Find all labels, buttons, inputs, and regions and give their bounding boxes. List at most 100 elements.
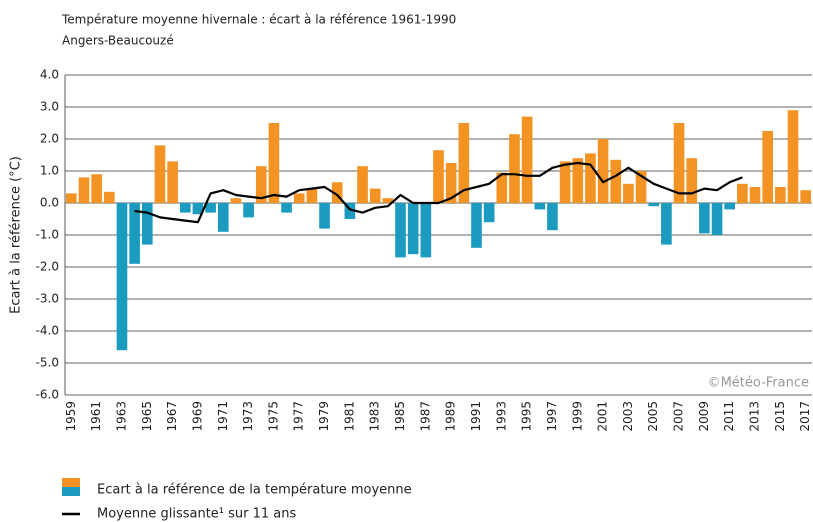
x-tick-label: 1981 (342, 401, 356, 432)
bar (496, 172, 508, 203)
bar (661, 203, 672, 245)
bar (648, 203, 660, 207)
x-tick-label: 1975 (266, 401, 280, 432)
bar (395, 203, 406, 258)
x-tick-label: 1963 (114, 401, 128, 432)
x-tick-label: 2003 (621, 401, 635, 432)
y-tick-label: -5.0 (36, 356, 59, 370)
bar (243, 203, 254, 218)
y-tick-label: -1.0 (36, 228, 59, 242)
bar (509, 134, 520, 203)
bar (572, 158, 584, 203)
x-tick-label: 1959 (64, 401, 78, 432)
bar (103, 191, 115, 203)
bar (673, 123, 685, 203)
bar (344, 203, 356, 219)
bar (306, 188, 318, 203)
x-tick-label: 2005 (646, 401, 660, 432)
bar (331, 182, 343, 203)
legend-label: Ecart à la référence de la température m… (97, 483, 412, 498)
bar (775, 187, 786, 203)
y-tick-label: -6.0 (36, 388, 59, 402)
bar (129, 203, 140, 264)
bar (179, 203, 191, 213)
bar (800, 190, 811, 203)
x-tick-label: 1965 (140, 401, 154, 432)
bar (407, 203, 419, 255)
bar (787, 110, 799, 203)
bar (433, 150, 444, 203)
legend-label: Moyenne glissante¹ sur 11 ans (97, 507, 297, 522)
x-tick-label: 1989 (444, 401, 458, 432)
bar (369, 188, 381, 203)
x-tick-label: 1991 (469, 401, 483, 432)
y-tick-label: -3.0 (36, 292, 59, 306)
x-tick-label: 2015 (773, 401, 787, 432)
bar (737, 183, 748, 203)
bar (167, 161, 178, 203)
y-tick-label: 2.0 (40, 132, 59, 146)
bar (154, 145, 166, 203)
y-tick-label: -4.0 (36, 324, 59, 338)
bar (749, 187, 761, 203)
bar (91, 174, 102, 203)
y-tick-label: 4.0 (40, 68, 59, 82)
bar (382, 198, 394, 203)
x-tick-label: 2007 (672, 401, 686, 432)
bar (293, 193, 305, 203)
x-tick-label: 1985 (393, 401, 407, 432)
chart-subtitle: Angers-Beaucouzé (62, 34, 174, 48)
bar (623, 183, 634, 203)
bar (559, 161, 571, 203)
copyright: ©Météo-France (708, 376, 809, 391)
bar (724, 203, 736, 210)
bar (699, 203, 710, 234)
x-tick-label: 1971 (216, 401, 230, 432)
legend-swatch (62, 487, 80, 496)
bar (610, 159, 622, 203)
x-tick-label: 1967 (165, 401, 179, 432)
bar (547, 203, 558, 231)
x-tick-label: 1993 (494, 401, 508, 432)
x-tick-label: 1999 (570, 401, 584, 432)
x-tick-label: 2001 (596, 401, 610, 432)
bar (268, 123, 280, 203)
bar (205, 203, 216, 213)
bar (319, 203, 330, 229)
bar (230, 198, 242, 203)
x-tick-label: 2013 (748, 401, 762, 432)
y-tick-label: -2.0 (36, 260, 59, 274)
bar (192, 203, 204, 215)
x-tick-label: 2017 (798, 401, 812, 432)
bar (597, 139, 609, 203)
bar (217, 203, 229, 232)
x-tick-label: 1977 (292, 401, 306, 432)
y-tick-label: 1.0 (40, 164, 59, 178)
x-tick-label: 2011 (722, 401, 736, 432)
bar (116, 203, 128, 351)
x-tick-label: 1983 (368, 401, 382, 432)
bar (78, 177, 90, 203)
legend-swatch (62, 478, 80, 487)
bar (762, 131, 774, 203)
moving-average-line (134, 161, 743, 224)
bar (483, 203, 495, 223)
bar (471, 203, 482, 248)
bar (141, 203, 153, 245)
x-tick-label: 1973 (241, 401, 255, 432)
bar (420, 203, 432, 258)
chart-title: Température moyenne hivernale : écart à … (61, 13, 456, 27)
bar (445, 163, 457, 203)
y-tick-label: 3.0 (40, 100, 59, 114)
bar (66, 193, 77, 203)
x-tick-label: 1979 (317, 401, 331, 432)
bar (255, 166, 267, 203)
y-axis-label: Ecart à la référence (°C) (9, 156, 24, 314)
bar (686, 158, 698, 203)
bar (357, 166, 368, 203)
x-tick-label: 1969 (190, 401, 204, 432)
bar (521, 116, 533, 203)
bar (458, 123, 470, 203)
x-tick-label: 1987 (418, 401, 432, 432)
